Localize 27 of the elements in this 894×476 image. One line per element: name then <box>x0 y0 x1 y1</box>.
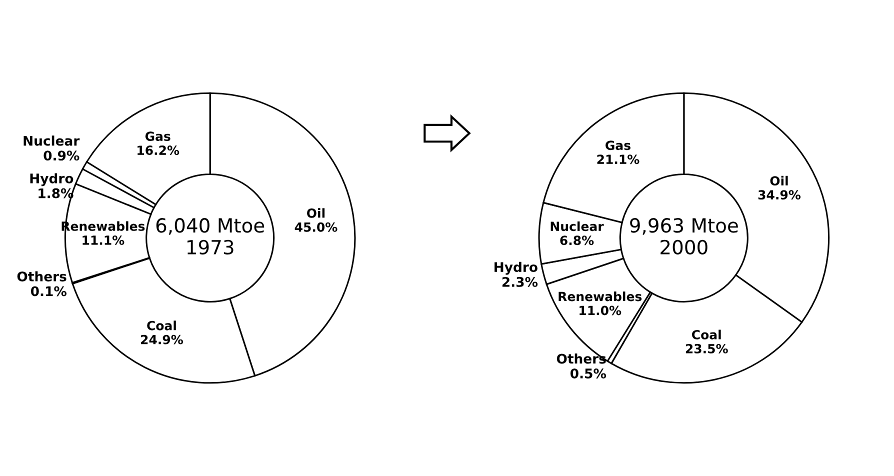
data-label: 11.0% <box>580 306 622 316</box>
slice-label: Gas <box>145 132 170 141</box>
slice-label: Coal <box>692 330 721 340</box>
data-label: 6.8% <box>560 236 594 246</box>
slice-label: Coal <box>147 320 176 330</box>
slice-label: Others <box>17 271 66 282</box>
data-label: 45.0% <box>294 222 338 232</box>
slice-label: Nuclear <box>24 136 80 146</box>
data-label: 21.1% <box>597 154 640 164</box>
slice-label: Gas <box>606 140 630 150</box>
text: 6,040 Mtoe 1973 <box>156 218 264 255</box>
data-label: 0.1% <box>30 286 67 296</box>
data-label: 2.3% <box>502 276 538 287</box>
slice-label: Renewables <box>558 292 642 302</box>
slice-label: Hydro <box>494 262 538 275</box>
data-label: 24.9% <box>141 334 183 344</box>
data-label: 16.2% <box>138 146 180 155</box>
slice-label: Nuclear <box>550 221 604 232</box>
data-label: 0.9% <box>44 150 80 161</box>
data-label: 0.5% <box>570 368 606 378</box>
slice-label: Oil <box>307 208 325 218</box>
data-label: 34.9% <box>758 190 801 200</box>
data-label: 23.5% <box>686 344 728 354</box>
slice-label: Oil <box>770 176 788 186</box>
data-label: 11.1% <box>82 235 124 245</box>
slice-label: Hydro <box>30 173 74 186</box>
text: 9,963 Mtoe 2000 <box>630 218 738 255</box>
